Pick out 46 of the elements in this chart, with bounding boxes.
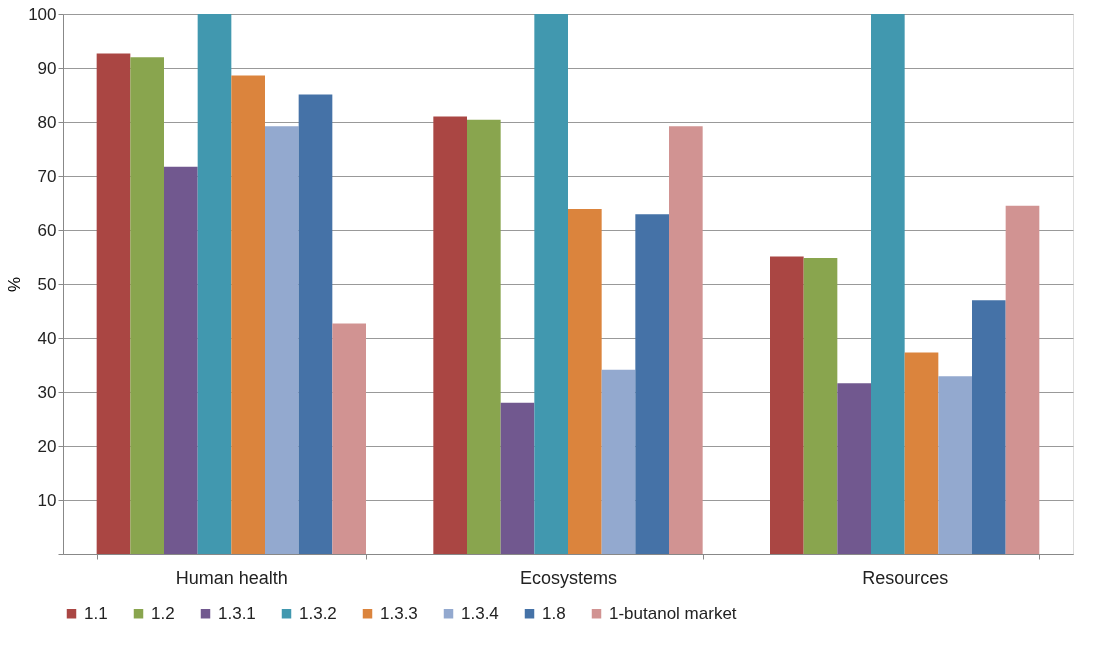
bar — [265, 126, 299, 554]
y-tick-label: 70 — [37, 166, 57, 186]
x-tick-label: Human health — [175, 567, 288, 588]
bar — [96, 53, 131, 554]
legend-label: 1.3.1 — [218, 603, 256, 623]
bar — [837, 383, 871, 554]
bar — [231, 75, 265, 554]
legend-label: 1.3.4 — [461, 603, 499, 623]
y-tick-label: 50 — [37, 274, 57, 294]
y-tick-label: 40 — [37, 328, 57, 348]
y-tick-label: 60 — [37, 220, 57, 240]
x-tick-label: Ecosystems — [519, 567, 618, 588]
legend-label: 1.3.2 — [299, 603, 337, 623]
y-tick-label: 20 — [37, 436, 57, 456]
bar — [534, 14, 568, 554]
bar — [568, 208, 602, 554]
y-axis-title: % — [5, 276, 25, 293]
bar — [298, 94, 333, 554]
bar — [500, 402, 535, 554]
y-tick-label: 30 — [37, 382, 57, 402]
bar — [197, 14, 232, 554]
bar — [669, 126, 703, 554]
bar — [635, 214, 669, 554]
x-tick-label: Resources — [862, 567, 949, 588]
bar — [467, 119, 501, 554]
bar — [164, 166, 198, 554]
y-tick-label: 10 — [37, 490, 57, 510]
bar — [1005, 205, 1040, 554]
y-tick-label: 80 — [37, 112, 57, 132]
y-tick-label: 90 — [37, 58, 57, 78]
bar — [601, 369, 636, 554]
legend-label: 1-butanol market — [609, 603, 737, 623]
bar — [332, 323, 366, 554]
y-tick-label: 100 — [28, 4, 57, 24]
bar — [904, 352, 939, 554]
bar — [938, 376, 972, 554]
bar — [972, 300, 1006, 554]
legend-label: 1.8 — [542, 603, 566, 623]
legend-label: 1.2 — [151, 603, 175, 623]
bar — [770, 256, 804, 554]
bar — [433, 116, 467, 554]
bar — [803, 258, 838, 554]
legend-label: 1.3.3 — [380, 603, 418, 623]
legend-label: 1.1 — [84, 603, 108, 623]
bar — [130, 57, 164, 554]
bar — [871, 14, 905, 554]
